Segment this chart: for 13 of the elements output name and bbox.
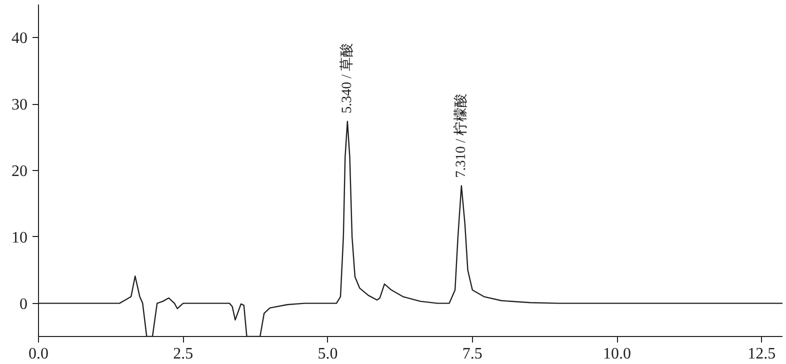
annotation: 7.310 / 柠檬酸 (452, 93, 469, 178)
x-tick-label: 2.5 (173, 346, 194, 362)
y-tick-label: 0 (20, 296, 28, 313)
x-tick-label: 0.0 (28, 346, 48, 362)
y-tick-label: 40 (12, 30, 28, 48)
annotation: 5.340 / 草酸 (338, 42, 355, 114)
x-tick-label: 5.0 (318, 346, 338, 362)
y-tick-label: 10 (12, 229, 28, 246)
x-tick-label: 10.0 (603, 346, 632, 362)
y-tick-label: 20 (12, 163, 28, 180)
x-tick-label: 12.5 (748, 346, 776, 362)
y-tick-label: 30 (12, 96, 28, 114)
x-tick-label: 7.5 (462, 346, 482, 362)
